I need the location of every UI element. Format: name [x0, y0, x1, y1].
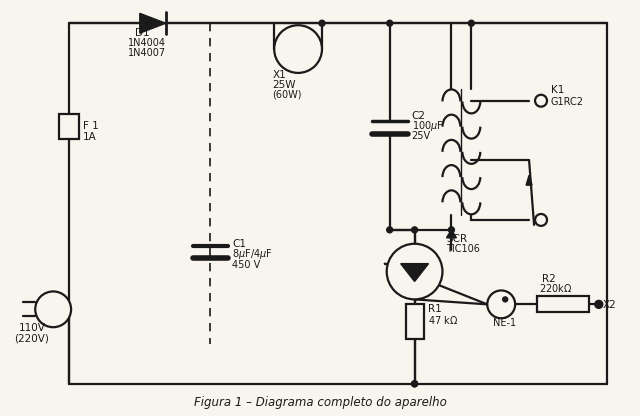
Circle shape [535, 95, 547, 106]
Text: C1: C1 [232, 239, 246, 249]
Text: 25V: 25V [412, 131, 431, 141]
Text: 450 V: 450 V [232, 260, 260, 270]
Text: (60W): (60W) [272, 90, 301, 100]
Circle shape [412, 227, 417, 233]
FancyBboxPatch shape [59, 114, 79, 139]
Text: 1A: 1A [83, 131, 97, 141]
Text: R2: R2 [542, 275, 556, 285]
Circle shape [412, 381, 417, 387]
Text: NE-1: NE-1 [493, 318, 516, 328]
Polygon shape [526, 175, 532, 185]
Circle shape [319, 20, 325, 26]
Circle shape [595, 300, 603, 308]
Circle shape [412, 381, 417, 387]
Circle shape [468, 20, 474, 26]
Circle shape [449, 227, 454, 233]
Circle shape [535, 214, 547, 226]
Circle shape [387, 20, 393, 26]
Text: 1N4004: 1N4004 [128, 38, 166, 48]
Circle shape [502, 297, 508, 302]
Text: 100$\mu$F: 100$\mu$F [412, 119, 444, 133]
Text: D1: D1 [135, 28, 149, 38]
Circle shape [487, 290, 515, 318]
Polygon shape [401, 264, 429, 282]
Text: 220k$\Omega$: 220k$\Omega$ [539, 282, 572, 295]
Polygon shape [447, 230, 456, 238]
Text: 110V: 110V [19, 323, 46, 333]
Text: (220V): (220V) [14, 333, 49, 343]
Text: X1: X1 [272, 70, 286, 80]
Text: K1: K1 [551, 85, 564, 95]
Circle shape [387, 244, 442, 300]
Text: C2: C2 [412, 111, 426, 121]
Circle shape [274, 25, 322, 73]
FancyBboxPatch shape [406, 305, 424, 339]
Text: Figura 1 – Diagrama completo do aparelho: Figura 1 – Diagrama completo do aparelho [193, 396, 447, 409]
Text: R1: R1 [428, 304, 442, 314]
Text: 1N4007: 1N4007 [128, 48, 166, 58]
Polygon shape [140, 13, 166, 33]
Text: SCR: SCR [447, 234, 468, 244]
FancyBboxPatch shape [537, 297, 589, 312]
Text: TIC106: TIC106 [447, 244, 481, 254]
Circle shape [35, 292, 71, 327]
Text: 8$\mu$F/4$\mu$F: 8$\mu$F/4$\mu$F [232, 247, 273, 261]
Text: F 1: F 1 [83, 121, 99, 131]
Circle shape [387, 227, 393, 233]
Text: G1RC2: G1RC2 [551, 97, 584, 106]
Text: 25W: 25W [272, 80, 296, 90]
Text: 47 k$\Omega$: 47 k$\Omega$ [428, 314, 458, 326]
Text: X2: X2 [603, 300, 616, 310]
